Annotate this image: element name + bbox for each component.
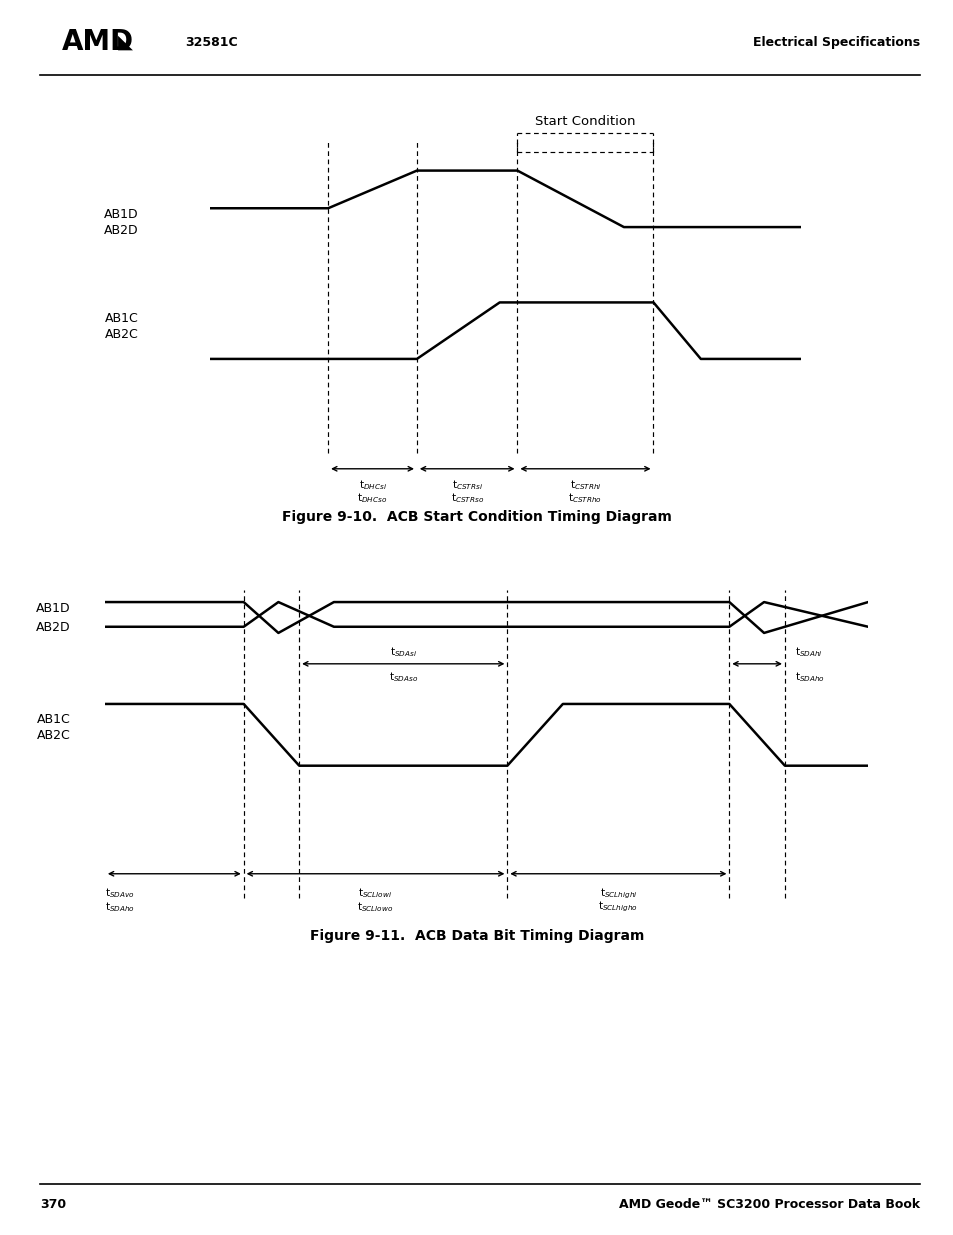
Text: Start Condition: Start Condition — [535, 115, 635, 128]
Text: t$_{DHCsi}$: t$_{DHCsi}$ — [358, 478, 386, 492]
Text: AMD: AMD — [62, 28, 134, 56]
Text: t$_{CSTRsi}$: t$_{CSTRsi}$ — [451, 478, 482, 492]
Text: AB2D: AB2D — [35, 620, 71, 634]
Text: t$_{SDAhi}$: t$_{SDAhi}$ — [795, 646, 822, 659]
Text: t$_{SCLhigho}$: t$_{SCLhigho}$ — [598, 900, 638, 914]
Text: AMD Geode™ SC3200 Processor Data Book: AMD Geode™ SC3200 Processor Data Book — [618, 1198, 919, 1210]
Text: t$_{CSTRhi}$: t$_{CSTRhi}$ — [569, 478, 600, 492]
Text: AB1D: AB1D — [35, 603, 71, 615]
Text: Figure 9-10.  ACB Start Condition Timing Diagram: Figure 9-10. ACB Start Condition Timing … — [282, 510, 671, 524]
Text: 32581C: 32581C — [185, 36, 237, 48]
Text: t$_{SCLlowi}$: t$_{SCLlowi}$ — [358, 887, 393, 900]
Text: Electrical Specifications: Electrical Specifications — [752, 36, 919, 48]
Text: AB1C: AB1C — [105, 312, 139, 325]
Text: Figure 9-11.  ACB Data Bit Timing Diagram: Figure 9-11. ACB Data Bit Timing Diagram — [310, 929, 643, 942]
Text: t$_{SDAsi}$: t$_{SDAsi}$ — [390, 646, 416, 659]
Text: AB2D: AB2D — [104, 224, 139, 237]
Text: t$_{SCLhighi}$: t$_{SCLhighi}$ — [598, 887, 637, 900]
Text: 370: 370 — [40, 1198, 66, 1210]
Text: AB1D: AB1D — [104, 209, 139, 221]
Text: t$_{SDAvo}$: t$_{SDAvo}$ — [105, 887, 134, 900]
Text: AB2C: AB2C — [36, 729, 71, 742]
Text: t$_{SCLlowo}$: t$_{SCLlowo}$ — [357, 900, 394, 914]
Text: AB2C: AB2C — [105, 327, 139, 341]
Text: AB1C: AB1C — [36, 714, 71, 726]
Text: t$_{DHCso}$: t$_{DHCso}$ — [357, 490, 387, 505]
Text: t$_{SDAso}$: t$_{SDAso}$ — [388, 669, 417, 684]
Text: t$_{SDAho}$: t$_{SDAho}$ — [795, 669, 824, 684]
Text: t$_{CSTRso}$: t$_{CSTRso}$ — [450, 490, 483, 505]
Text: t$_{CSTRho}$: t$_{CSTRho}$ — [568, 490, 602, 505]
Text: t$_{SDAho}$: t$_{SDAho}$ — [105, 900, 135, 914]
Text: ◣: ◣ — [118, 32, 132, 52]
